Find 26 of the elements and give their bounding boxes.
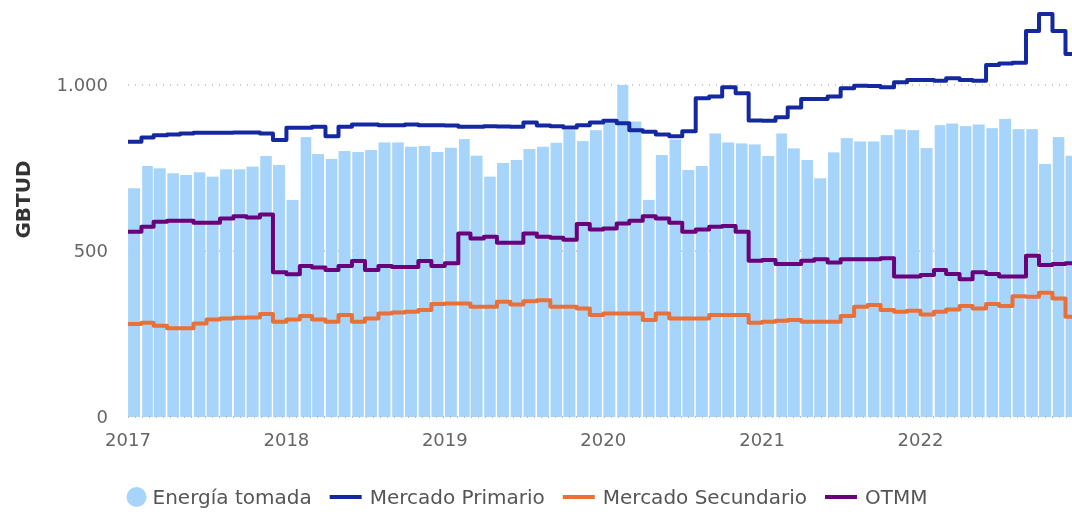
bar xyxy=(128,188,141,417)
bar xyxy=(959,126,972,417)
y-tick-label: 0 xyxy=(96,406,108,428)
bar xyxy=(233,169,246,417)
legend-label: Mercado Primario xyxy=(369,485,545,509)
x-tick-label: 2022 xyxy=(897,429,944,450)
bar xyxy=(827,152,840,417)
bar xyxy=(735,143,748,417)
bar xyxy=(867,141,880,417)
y-tick-label: 500 xyxy=(73,240,108,262)
x-tick-label: 2018 xyxy=(263,429,310,450)
bar xyxy=(444,147,457,417)
legend-label: OTMM xyxy=(864,485,928,509)
bar xyxy=(325,159,338,417)
x-tick-label: 2017 xyxy=(105,429,151,450)
y-axis-title: GBTUD xyxy=(11,160,35,239)
bar xyxy=(193,172,206,417)
x-tick-label: 2020 xyxy=(580,429,627,450)
x-tick-label: 2019 xyxy=(421,429,468,450)
bar xyxy=(1052,137,1065,417)
x-tick-label: 2021 xyxy=(739,429,786,450)
legend-label: Energía tomada xyxy=(152,485,312,509)
bar xyxy=(536,146,549,417)
y-tick-label: 1.000 xyxy=(56,74,108,96)
bar xyxy=(920,148,933,417)
legend-label: Mercado Secundario xyxy=(602,485,807,509)
